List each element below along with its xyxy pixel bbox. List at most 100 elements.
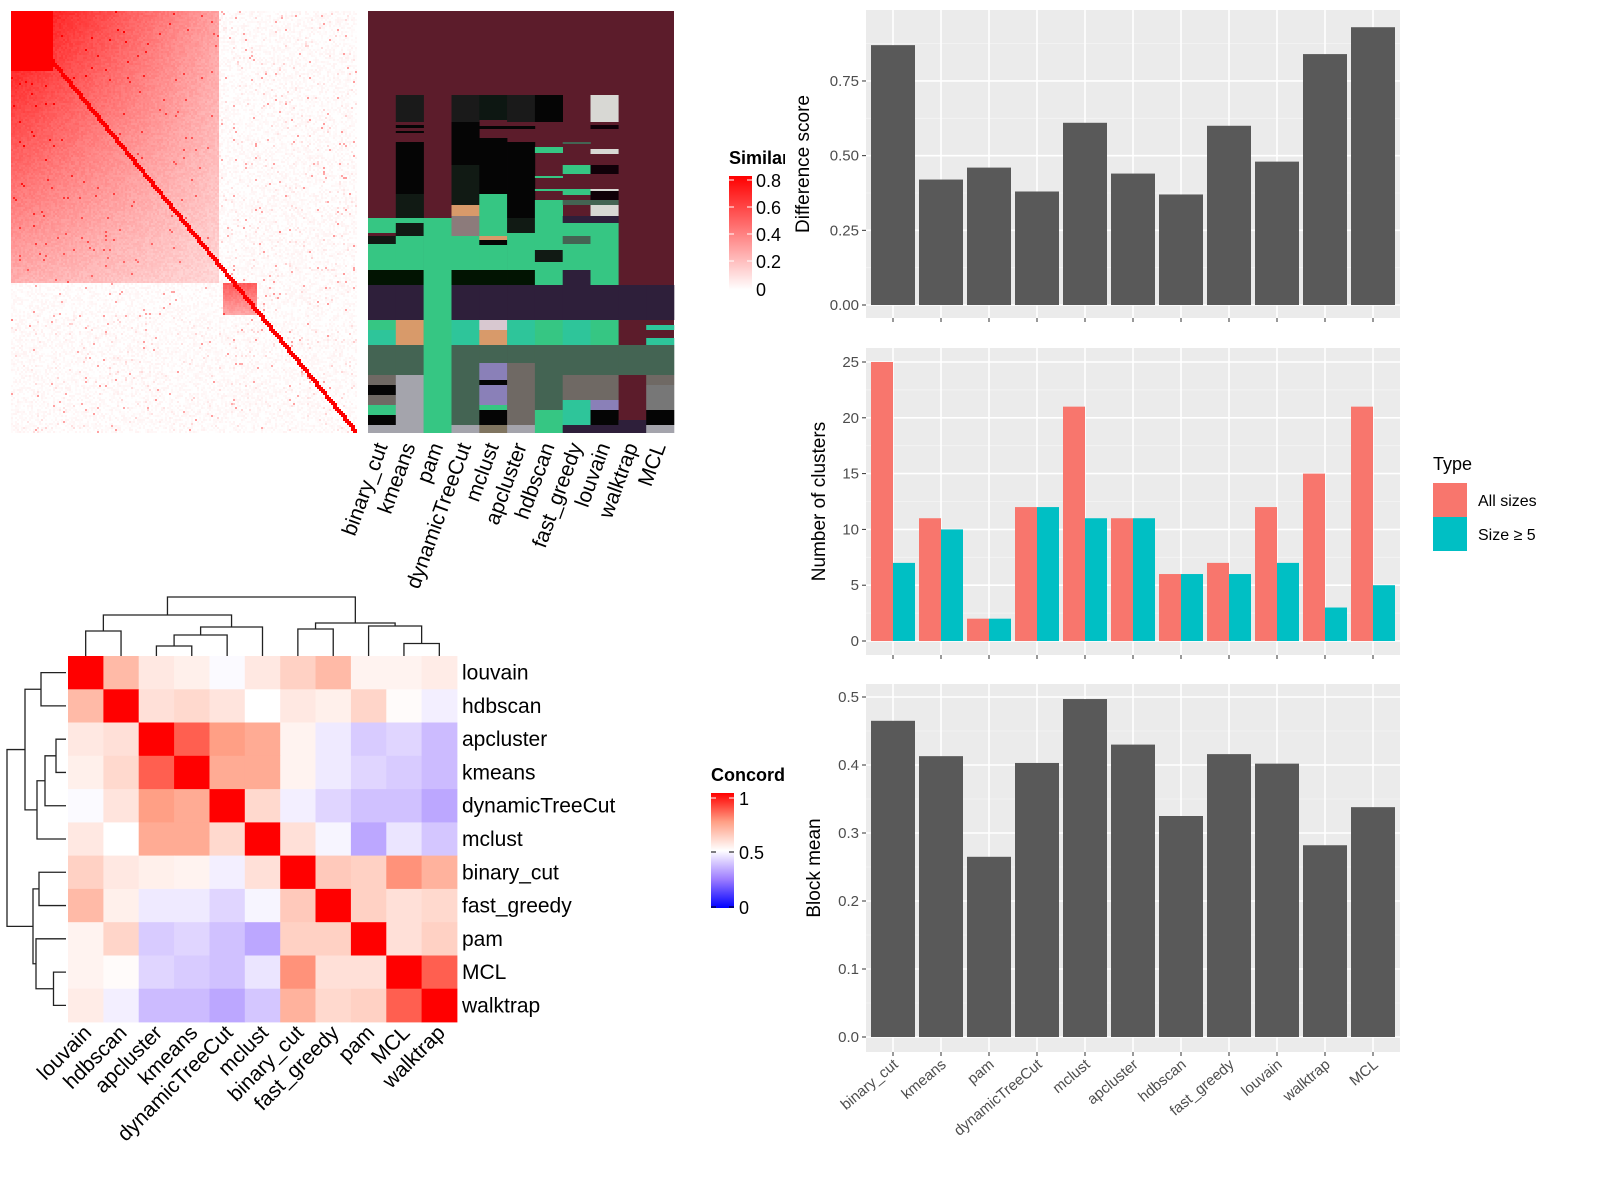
membership-cell xyxy=(646,425,675,433)
concordance-cell xyxy=(68,656,104,690)
concordance-cell xyxy=(244,722,281,757)
membership-cell xyxy=(590,191,619,200)
membership-cell xyxy=(368,385,397,395)
concordance-cell xyxy=(315,689,352,723)
y-tick-label: 0.1 xyxy=(838,961,859,978)
concordance-heatmap: louvain hdbscan apcluster kmeans dynamicTree… xyxy=(33,656,615,1146)
bar-size-ge-5 xyxy=(989,618,1011,641)
bar xyxy=(919,756,963,1037)
concordance-cell xyxy=(174,722,210,757)
y-tick-label: 0.00 xyxy=(830,297,859,314)
membership-cell xyxy=(590,125,619,129)
bar-all-sizes xyxy=(1351,406,1373,641)
bar xyxy=(1159,816,1203,1037)
concordance-cell xyxy=(174,656,210,690)
concordance-cell xyxy=(386,922,423,956)
concordance-cell xyxy=(350,789,387,823)
concordance-cell xyxy=(138,955,175,990)
membership-cell xyxy=(507,126,536,129)
concordance-cell xyxy=(138,988,175,1023)
bar xyxy=(1303,54,1347,306)
concordance-row-label: pam xyxy=(462,928,503,951)
bar xyxy=(1015,191,1059,305)
concordance-cell xyxy=(209,955,246,990)
membership-cell xyxy=(368,425,397,433)
membership-cell xyxy=(423,218,452,433)
membership-cell xyxy=(507,233,536,270)
membership-cell xyxy=(562,142,591,144)
membership-cell xyxy=(395,270,424,285)
bar-all-sizes xyxy=(967,618,989,641)
membership-cell xyxy=(618,420,647,433)
membership-cell xyxy=(562,270,591,285)
concordance-cell xyxy=(280,988,316,1023)
membership-cell xyxy=(479,285,508,320)
legend-swatch-size-ge-5 xyxy=(1433,517,1467,551)
column-dendrogram-branch xyxy=(199,626,264,656)
membership-cell xyxy=(534,375,563,410)
concordance-cell xyxy=(421,955,458,990)
concordance-cell xyxy=(386,789,423,823)
membership-cell xyxy=(646,345,675,375)
concordance-cell xyxy=(421,922,458,956)
x-tick-label: louvain xyxy=(1238,1056,1285,1100)
membership-cell xyxy=(507,425,536,433)
membership-cell xyxy=(534,345,563,375)
legend-label-all-sizes: All sizes xyxy=(1478,493,1537,510)
concordance-cell xyxy=(68,855,104,890)
concordance-legend: 10.50 xyxy=(711,789,764,918)
membership-cell xyxy=(562,320,591,345)
membership-cell xyxy=(562,165,591,174)
membership-cell xyxy=(507,320,536,345)
membership-cell xyxy=(395,131,424,133)
row-dendrogram-branch xyxy=(38,871,66,907)
concordance-cell xyxy=(103,922,140,956)
membership-cell xyxy=(590,320,619,345)
concordance-colorbar xyxy=(711,793,734,908)
bar-size-ge-5 xyxy=(1133,518,1155,641)
membership-cell xyxy=(562,236,591,244)
concordance-cell xyxy=(350,888,387,923)
membership-cell xyxy=(534,320,563,345)
membership-cell xyxy=(451,320,480,345)
concordance-cell xyxy=(421,689,458,723)
concordance-cell xyxy=(315,722,352,757)
bar-all-sizes xyxy=(1303,473,1325,641)
membership-cell xyxy=(479,95,508,120)
y-tick-label: 20 xyxy=(842,410,859,427)
membership-cell xyxy=(451,95,480,122)
column-dendrogram-branch xyxy=(102,614,233,631)
membership-cell xyxy=(479,425,508,433)
membership-cell xyxy=(534,410,563,433)
concordance-cell xyxy=(421,988,458,1023)
concordance-cell xyxy=(68,955,104,990)
membership-cell xyxy=(562,400,591,425)
y-tick-label: 0.3 xyxy=(838,825,859,842)
concordance-cell xyxy=(244,822,281,857)
concordance-cell xyxy=(174,955,210,990)
similarity-tick-label: 0.6 xyxy=(756,198,781,218)
concordance-cell xyxy=(350,955,387,990)
bar xyxy=(1303,845,1347,1037)
membership-cell xyxy=(534,176,563,178)
concordance-row-label: walktrap xyxy=(461,994,540,1017)
bar-size-ge-5 xyxy=(1277,562,1299,641)
concordance-cell xyxy=(350,855,387,890)
concordance-cell xyxy=(280,656,316,690)
concordance-cell xyxy=(103,988,140,1023)
bar-all-sizes xyxy=(919,518,941,641)
type-legend: Type All sizes Size ≥ 5 xyxy=(1433,454,1537,551)
column-dendrogram-branch xyxy=(85,630,122,656)
bar-size-ge-5 xyxy=(1373,585,1395,641)
column-dendrogram-branch xyxy=(367,625,423,656)
bar xyxy=(871,720,915,1037)
membership-cell xyxy=(646,338,675,345)
bar-size-ge-5 xyxy=(1325,607,1347,641)
concordance-cell xyxy=(103,888,140,923)
y-tick-label: 0.75 xyxy=(830,73,859,90)
membership-cell xyxy=(451,216,480,236)
concordance-row-label: fast_greedy xyxy=(462,895,572,918)
membership-cell xyxy=(368,405,397,415)
bar xyxy=(1255,161,1299,305)
